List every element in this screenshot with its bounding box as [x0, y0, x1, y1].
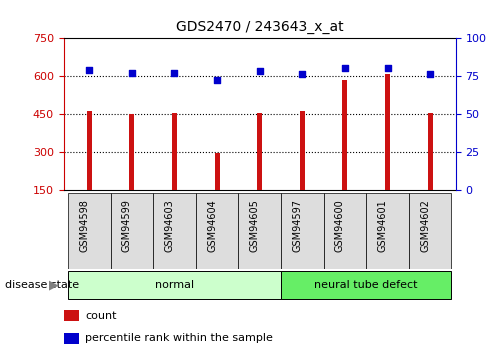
FancyBboxPatch shape [153, 193, 196, 269]
Text: GSM94601: GSM94601 [377, 199, 388, 252]
FancyBboxPatch shape [111, 193, 153, 269]
Title: GDS2470 / 243643_x_at: GDS2470 / 243643_x_at [176, 20, 343, 34]
Point [298, 72, 306, 77]
Text: GSM94597: GSM94597 [293, 199, 302, 252]
Text: GSM94598: GSM94598 [79, 199, 89, 252]
Bar [257, 113, 262, 190]
FancyBboxPatch shape [68, 193, 111, 269]
Bar [300, 111, 305, 190]
Text: GSM94603: GSM94603 [165, 199, 174, 252]
Point [213, 78, 221, 83]
Point [85, 67, 93, 72]
Text: GSM94604: GSM94604 [207, 199, 217, 252]
Bar [172, 112, 177, 190]
Text: ▶: ▶ [49, 278, 59, 291]
Point [171, 70, 178, 76]
Text: count: count [85, 311, 117, 321]
Bar [64, 333, 79, 344]
Bar [343, 80, 347, 190]
Point [256, 69, 264, 74]
Point [426, 72, 434, 77]
Text: neural tube defect: neural tube defect [315, 280, 418, 289]
FancyBboxPatch shape [281, 193, 323, 269]
Bar [215, 153, 220, 190]
FancyBboxPatch shape [281, 270, 451, 298]
Bar [64, 310, 79, 321]
FancyBboxPatch shape [196, 193, 239, 269]
Bar [385, 74, 390, 190]
Point [128, 70, 136, 76]
Text: percentile rank within the sample: percentile rank within the sample [85, 333, 273, 343]
Text: GSM94602: GSM94602 [420, 199, 430, 252]
FancyBboxPatch shape [366, 193, 409, 269]
Text: GSM94600: GSM94600 [335, 199, 345, 252]
Bar [87, 111, 92, 190]
Bar [129, 114, 134, 190]
FancyBboxPatch shape [239, 193, 281, 269]
FancyBboxPatch shape [323, 193, 366, 269]
Bar [428, 113, 433, 190]
Text: GSM94599: GSM94599 [122, 199, 132, 252]
Text: disease state: disease state [5, 280, 79, 289]
FancyBboxPatch shape [409, 193, 451, 269]
Point [384, 66, 392, 71]
Text: GSM94605: GSM94605 [250, 199, 260, 252]
Point [341, 66, 349, 71]
Text: normal: normal [155, 280, 194, 289]
FancyBboxPatch shape [68, 270, 281, 298]
